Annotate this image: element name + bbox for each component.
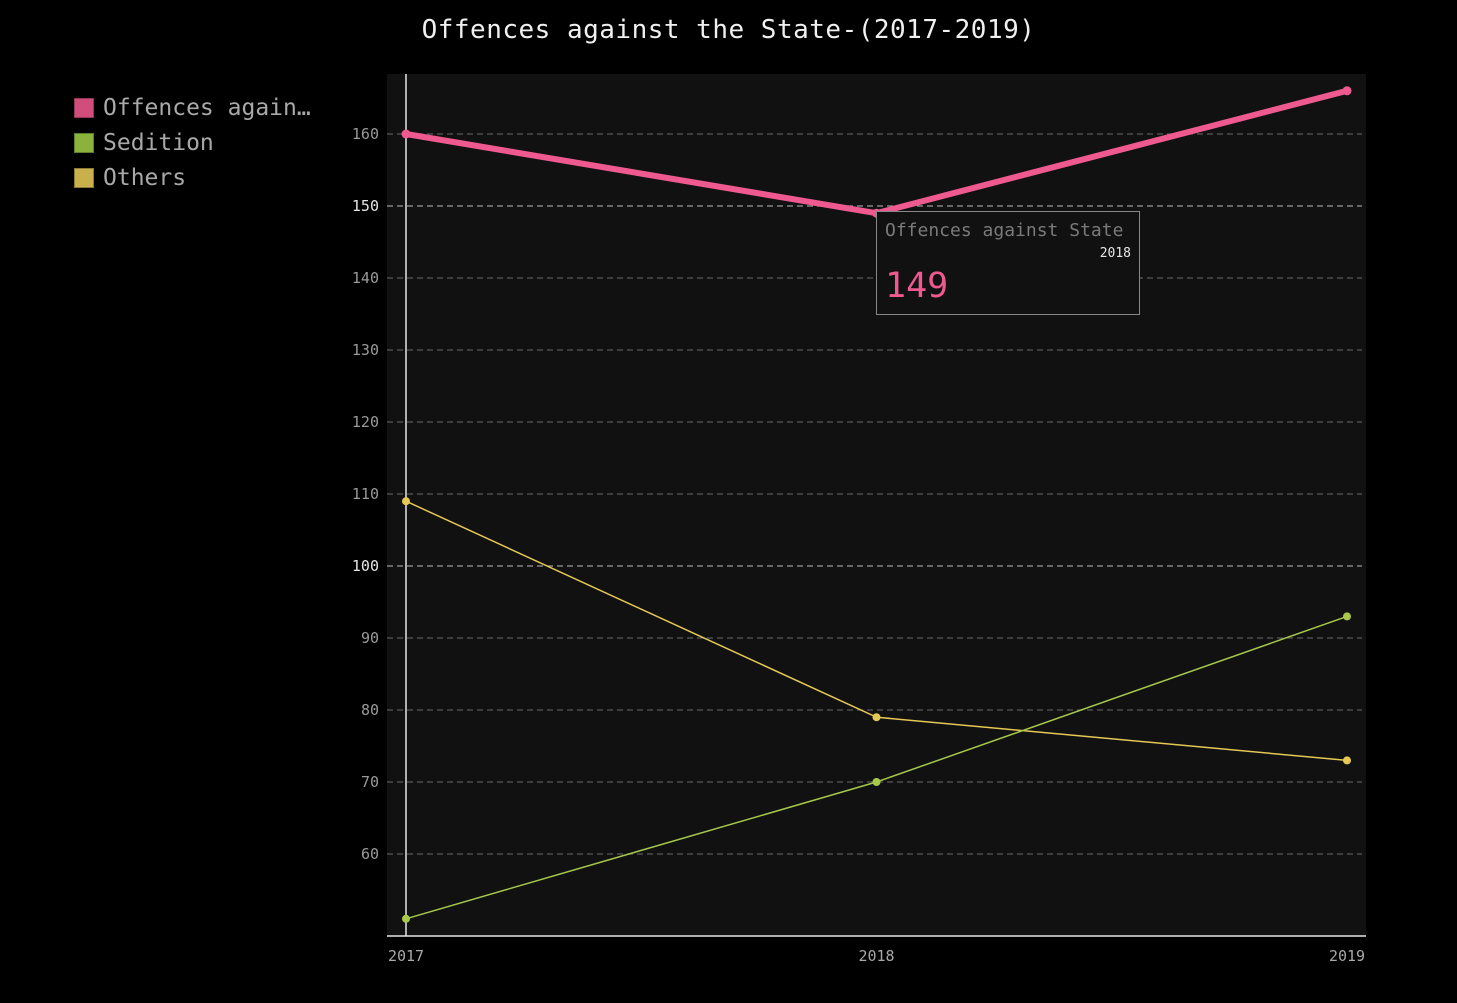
y-tick-label: 80 xyxy=(361,701,379,719)
data-point xyxy=(402,497,410,506)
data-point xyxy=(1343,756,1351,765)
plot-area xyxy=(387,74,1366,936)
legend-label: Offences again… xyxy=(103,94,311,121)
legend: Offences again… Sedition Others xyxy=(74,90,311,195)
legend-item-offences-against-state[interactable]: Offences again… xyxy=(74,90,311,125)
y-tick-label: 110 xyxy=(352,485,379,503)
data-point xyxy=(1343,612,1351,621)
x-tick-label: 2017 xyxy=(388,947,424,965)
chart-title: Offences against the State-(2017-2019) xyxy=(421,15,1036,45)
data-point xyxy=(401,129,411,139)
y-tick-label: 130 xyxy=(352,341,379,359)
tooltip-value: 149 xyxy=(885,266,949,306)
legend-label: Sedition xyxy=(103,129,214,156)
y-tick-label: 100 xyxy=(352,557,379,575)
legend-label: Others xyxy=(103,164,187,191)
legend-swatch xyxy=(74,132,94,153)
y-tick-label: 160 xyxy=(352,125,379,143)
tooltip-x-value: 2018 xyxy=(1099,246,1131,261)
y-tick-label: 150 xyxy=(352,197,379,215)
legend-swatch xyxy=(74,97,94,118)
y-tick-label: 60 xyxy=(361,845,379,863)
legend-swatch xyxy=(74,167,94,188)
y-tick-label: 90 xyxy=(361,629,379,647)
legend-item-sedition[interactable]: Sedition xyxy=(74,125,311,160)
x-tick-label: 2019 xyxy=(1329,947,1365,965)
data-point xyxy=(872,713,881,722)
data-point xyxy=(1342,86,1352,96)
y-tick-label: 140 xyxy=(352,269,379,287)
y-tick-label: 120 xyxy=(352,413,379,431)
legend-item-others[interactable]: Others xyxy=(74,160,311,195)
x-tick-label: 2018 xyxy=(858,947,894,965)
tooltip-series: Offences against State xyxy=(885,220,1124,241)
data-point xyxy=(872,778,881,786)
y-tick-label: 70 xyxy=(361,773,379,791)
data-point xyxy=(402,914,410,923)
tooltip: Offences against State 2018 149 xyxy=(876,211,1140,315)
